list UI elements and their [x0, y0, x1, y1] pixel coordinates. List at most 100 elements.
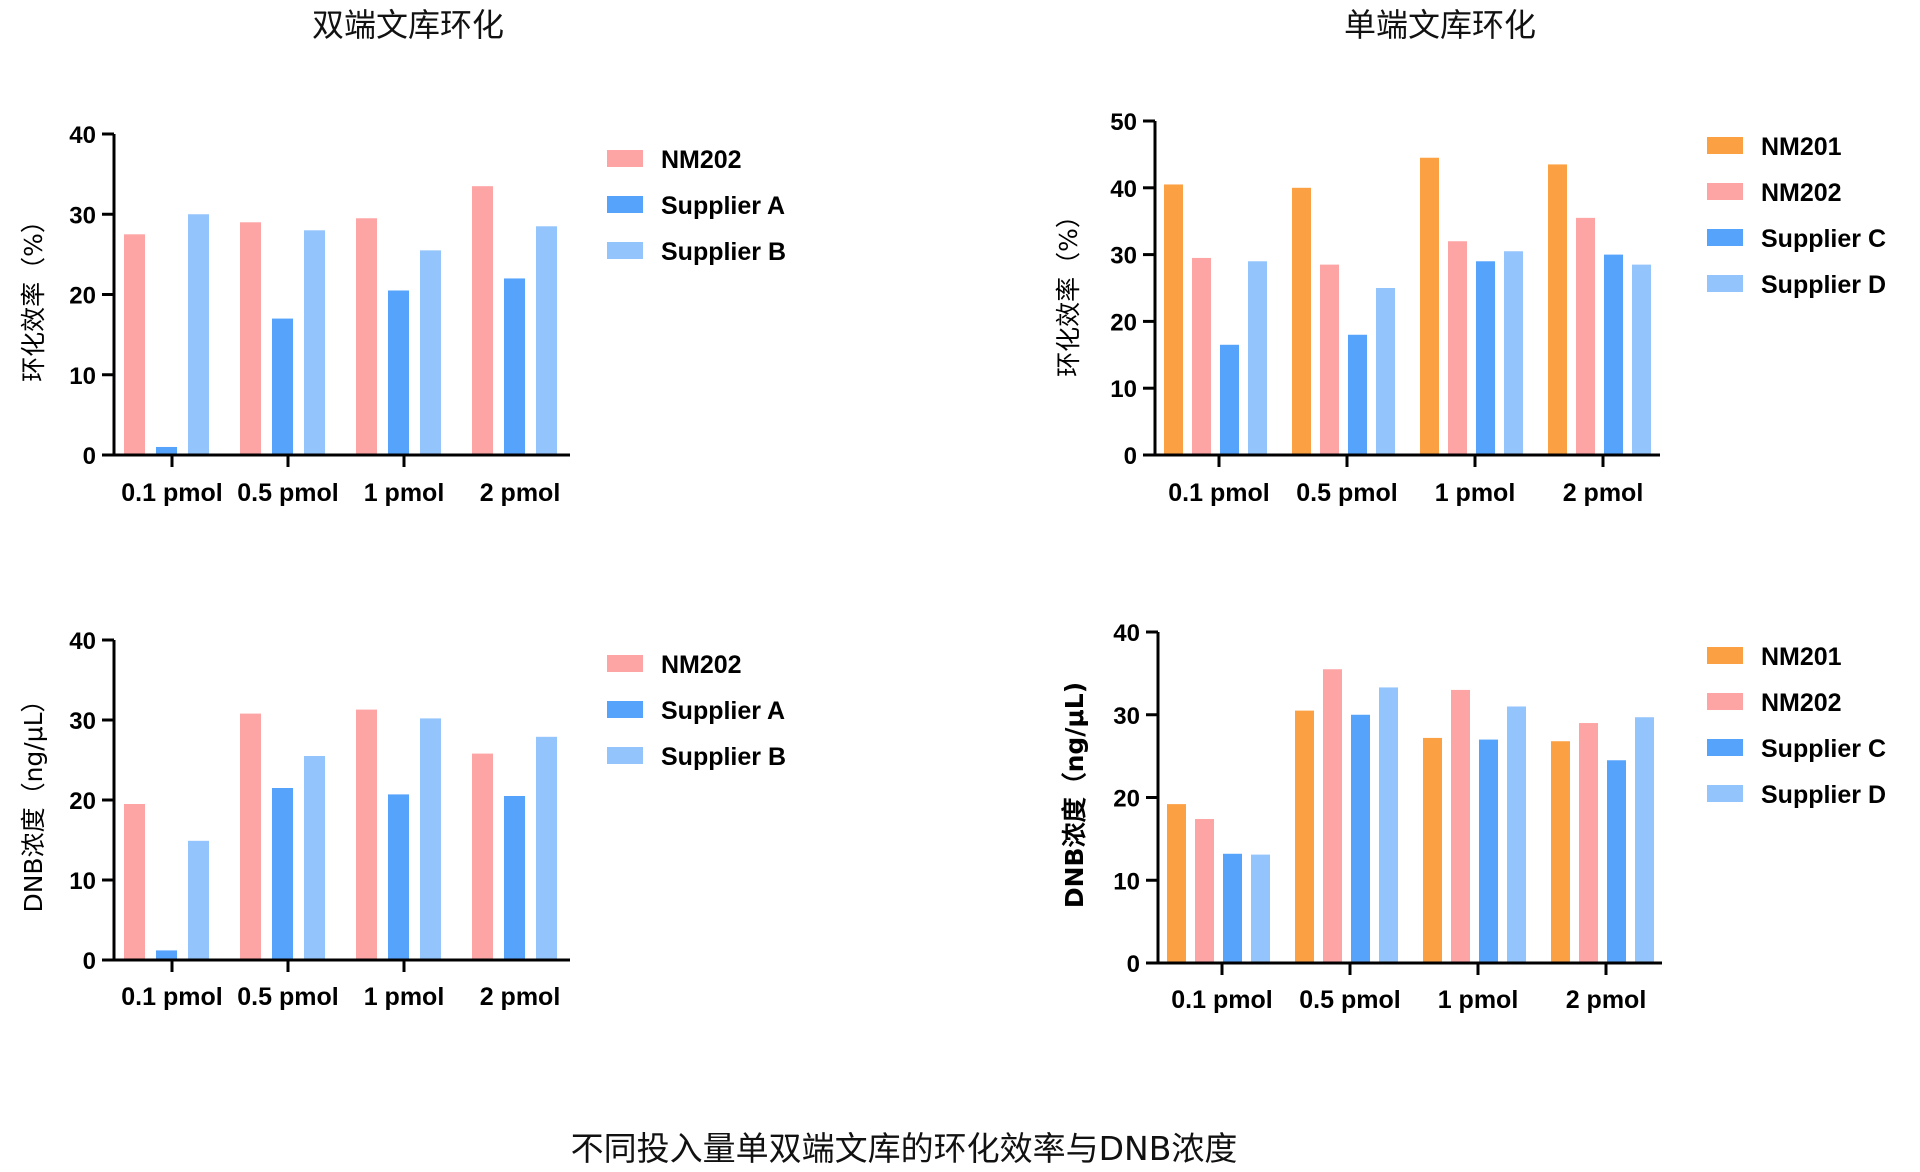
x-tick-label: 1 pmol — [364, 983, 445, 1011]
legend-swatch-supplier-c — [1707, 229, 1743, 246]
bar-supplier-b-0-5-pmol — [304, 756, 325, 960]
x-tick-label: 0.1 pmol — [121, 983, 222, 1011]
legend-swatch-nm201 — [1707, 647, 1743, 664]
x-tick-label: 1 pmol — [1438, 986, 1519, 1014]
y-tick-label: 30 — [1110, 243, 1137, 270]
bar-nm202-2-pmol — [472, 186, 493, 455]
bar-supplier-c-2-pmol — [1604, 254, 1623, 455]
bar-supplier-b-0-1-pmol — [188, 214, 209, 455]
y-axis-label: DNB浓度（ng/μL） — [19, 687, 48, 912]
legend-label-nm201: NM201 — [1761, 643, 1842, 671]
x-tick-label: 0.1 pmol — [1171, 986, 1272, 1014]
y-tick-label: 30 — [1113, 703, 1140, 730]
y-tick-label: 10 — [1113, 868, 1140, 895]
bar-nm201-0-5-pmol — [1295, 710, 1314, 963]
legend-swatch-supplier-a — [607, 701, 643, 718]
bar-nm201-2-pmol — [1548, 164, 1567, 456]
bar-supplier-c-1-pmol — [1479, 739, 1498, 963]
legend-label-nm202: NM202 — [661, 146, 742, 174]
bar-supplier-b-2-pmol — [536, 226, 557, 455]
figure-caption: 不同投入量单双端文库的环化效率与DNB浓度 — [571, 1129, 1238, 1168]
bar-supplier-a-2-pmol — [504, 796, 525, 960]
bar-supplier-d-2-pmol — [1635, 717, 1654, 963]
legend-label-supplier-c: Supplier C — [1761, 735, 1886, 763]
bar-supplier-d-2-pmol — [1632, 264, 1651, 455]
bar-nm202-0-5-pmol — [1320, 264, 1339, 455]
bar-nm202-0-5-pmol — [240, 713, 261, 960]
x-tick-label: 0.5 pmol — [237, 479, 338, 507]
chart-title: 双端文库环化 — [312, 6, 504, 44]
x-tick-label: 2 pmol — [480, 983, 561, 1011]
bar-supplier-c-0-1-pmol — [1220, 344, 1239, 455]
bar-nm201-2-pmol — [1551, 741, 1570, 963]
bar-nm201-0-5-pmol — [1292, 187, 1311, 456]
legend-swatch-supplier-b — [607, 747, 643, 764]
legend-label-nm202: NM202 — [661, 651, 742, 679]
legend-label-supplier-a: Supplier A — [661, 192, 785, 220]
chart-ss-dnb-concentration: DNB浓度（ng/μL) 0 10 20 30 40 0.1 pmol 0.5 pmol 1 p… — [1060, 620, 1886, 1014]
y-tick-label: 20 — [69, 788, 96, 815]
bar-supplier-a-2-pmol — [504, 278, 525, 455]
bar-nm202-0-1-pmol — [1192, 257, 1211, 455]
bar-supplier-c-0-5-pmol — [1348, 334, 1367, 455]
y-tick-label: 0 — [83, 443, 96, 470]
legend-swatch-nm202 — [1707, 693, 1743, 710]
y-axis-label: 环化效率（%） — [1054, 203, 1083, 377]
legend-swatch-supplier-d — [1707, 275, 1743, 292]
x-tick-label: 2 pmol — [480, 479, 561, 507]
bar-nm202-1-pmol — [1451, 689, 1470, 963]
bar-supplier-a-0-5-pmol — [272, 788, 293, 960]
y-tick-label: 0 — [83, 948, 96, 975]
legend-swatch-supplier-c — [1707, 739, 1743, 756]
bar-supplier-b-2-pmol — [536, 736, 557, 960]
legend-swatch-supplier-a — [607, 196, 643, 213]
bar-supplier-a-1-pmol — [388, 290, 409, 455]
bar-supplier-d-0-5-pmol — [1376, 288, 1395, 455]
legend-label-supplier-a: Supplier A — [661, 697, 785, 725]
y-tick-label: 20 — [1113, 786, 1140, 813]
bar-nm202-1-pmol — [356, 709, 377, 960]
bar-supplier-b-0-5-pmol — [304, 230, 325, 455]
legend-label-nm201: NM201 — [1761, 133, 1842, 161]
y-tick-label: 0 — [1127, 951, 1140, 978]
y-axis-label: 环化效率（%） — [19, 208, 48, 382]
legend-label-supplier-c: Supplier C — [1761, 225, 1886, 253]
x-tick-label: 0.1 pmol — [121, 479, 222, 507]
legend-swatch-nm202 — [607, 150, 643, 167]
bar-nm202-0-1-pmol — [124, 804, 145, 960]
bar-supplier-b-1-pmol — [420, 250, 441, 455]
x-tick-label: 0.1 pmol — [1168, 479, 1269, 507]
bar-nm202-0-5-pmol — [1323, 669, 1342, 963]
y-tick-label: 20 — [69, 283, 96, 310]
chart-title: 单端文库环化 — [1344, 6, 1536, 44]
x-tick-label: 0.5 pmol — [1299, 986, 1400, 1014]
bar-nm202-0-1-pmol — [124, 234, 145, 455]
bar-nm201-0-1-pmol — [1167, 804, 1186, 963]
bar-nm202-2-pmol — [472, 753, 493, 960]
y-tick-label: 40 — [1110, 176, 1137, 203]
y-tick-label: 0 — [1124, 443, 1137, 470]
y-tick-label: 10 — [69, 868, 96, 895]
x-tick-label: 0.5 pmol — [237, 983, 338, 1011]
y-tick-label: 30 — [69, 202, 96, 229]
y-tick-label: 10 — [69, 363, 96, 390]
bar-supplier-c-0-5-pmol — [1351, 714, 1370, 963]
bar-supplier-a-1-pmol — [388, 794, 409, 960]
bar-nm201-0-1-pmol — [1164, 184, 1183, 455]
bar-supplier-c-2-pmol — [1607, 760, 1626, 963]
x-tick-label: 1 pmol — [1435, 479, 1516, 507]
bar-supplier-b-1-pmol — [420, 718, 441, 960]
bar-nm202-0-5-pmol — [240, 222, 261, 455]
x-tick-label: 1 pmol — [364, 479, 445, 507]
bar-nm202-2-pmol — [1576, 217, 1595, 455]
bar-supplier-c-1-pmol — [1476, 261, 1495, 455]
y-tick-label: 40 — [69, 122, 96, 149]
y-tick-label: 10 — [1110, 376, 1137, 403]
bar-supplier-a-0-1-pmol — [156, 446, 177, 455]
y-tick-label: 40 — [69, 628, 96, 655]
bar-supplier-d-0-5-pmol — [1379, 687, 1398, 963]
bar-supplier-c-0-1-pmol — [1223, 853, 1242, 963]
bar-nm202-1-pmol — [356, 218, 377, 455]
